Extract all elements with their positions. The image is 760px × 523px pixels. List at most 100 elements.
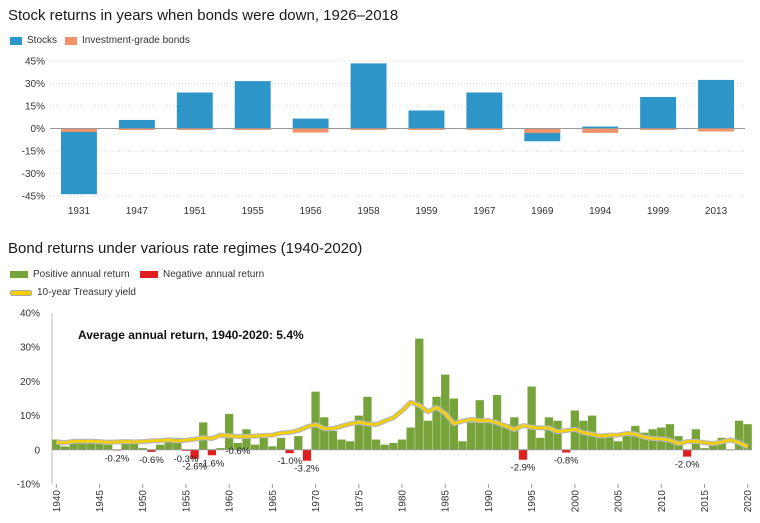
yield-swatch: [10, 289, 32, 296]
positive-return-bar: [397, 439, 407, 450]
bond-bar: [61, 128, 97, 132]
positive-return-bar: [622, 434, 631, 450]
positive-return-bar: [337, 439, 346, 450]
positive-return-bar: [60, 446, 70, 450]
x-tick-label: 1947: [126, 206, 149, 217]
positive-return-bar: [354, 415, 363, 450]
positive-return-bar: [743, 424, 752, 450]
yield-line: [56, 400, 749, 448]
x-tick-label: 1995: [527, 490, 538, 513]
x-tick-label: 2020: [743, 490, 754, 513]
negative-return-bar: [562, 449, 571, 453]
legend-positive: Positive annual return: [33, 269, 130, 280]
negative-return-label: -1.0%: [277, 456, 302, 467]
positive-return-bar: [631, 425, 640, 450]
x-tick-label: 1951: [184, 206, 207, 217]
y-tick-label: 0: [34, 445, 40, 456]
stock-bar: [698, 79, 734, 129]
bond-bar: [176, 128, 213, 130]
stock-bar: [176, 92, 213, 129]
negative-swatch: [140, 271, 158, 278]
bond-bar: [292, 128, 329, 133]
positive-return-bar: [225, 413, 234, 450]
y-tick-label: -10%: [17, 480, 40, 491]
negative-return-label: -0.3%: [174, 454, 199, 465]
positive-return-bar: [700, 448, 709, 450]
positive-return-bar: [734, 420, 744, 450]
bond-bar: [408, 128, 445, 130]
positive-return-bar: [475, 400, 484, 450]
negative-return-label: -3.2%: [295, 464, 320, 475]
positive-return-bar: [605, 434, 614, 450]
bond-bar: [118, 128, 155, 130]
negative-return-label: -0.6%: [139, 455, 164, 466]
stock-bar: [582, 126, 619, 129]
x-tick-label: 2013: [705, 206, 728, 217]
x-tick-label: 1950: [138, 490, 149, 513]
negative-return-bar: [181, 449, 191, 451]
positive-return-bar: [406, 427, 415, 450]
negative-return-label: -1.6%: [199, 458, 224, 469]
positive-return-bar: [242, 429, 251, 450]
positive-return-bar: [510, 417, 519, 450]
positive-return-bar: [155, 444, 165, 450]
negative-return-label: -0.8%: [554, 456, 579, 467]
positive-return-bar: [544, 417, 554, 450]
x-tick-label: 1959: [415, 206, 438, 217]
positive-return-bar: [371, 439, 381, 450]
chart2-legend-positive: Positive annual return: [10, 269, 130, 280]
negative-return-bar: [302, 449, 312, 461]
chart1-legend: Stocks Investment-grade bonds: [10, 35, 190, 46]
stock-returns-chart: 45% 30% 15% 0% -15% -30% -45% 1931 1947 1951 1955 1…: [22, 57, 745, 217]
bond-bar: [350, 128, 387, 130]
stock-bar: [61, 128, 97, 195]
y-tick-label: 10%: [20, 411, 40, 422]
negative-return-bar: [190, 449, 199, 459]
negative-return-label: -2.9%: [511, 463, 536, 474]
positive-return-bar: [415, 338, 424, 450]
stock-bar: [292, 118, 329, 129]
chart1-title: Stock returns in years when bonds were d…: [8, 7, 399, 24]
positive-return-bar: [233, 442, 242, 450]
positive-return-bar: [527, 386, 536, 450]
positive-return-bar: [484, 419, 493, 450]
positive-return-bar: [458, 441, 467, 450]
x-tick-label: 1967: [473, 206, 496, 217]
positive-return-bar: [173, 437, 182, 450]
positive-return-bar: [665, 424, 675, 450]
x-tick-label: 1956: [300, 206, 323, 217]
x-tick-label: 1970: [311, 490, 322, 513]
x-tick-label: 1945: [95, 490, 106, 513]
positive-return-bar: [294, 436, 303, 450]
positive-return-bar: [639, 432, 649, 450]
positive-return-bar: [121, 441, 130, 450]
negative-return-bar: [683, 449, 692, 457]
negative-return-bar: [518, 449, 528, 460]
chart2-legend-negative: Negative annual return: [140, 269, 264, 280]
stock-bar: [350, 63, 387, 129]
stock-bar: [408, 110, 445, 129]
x-tick-label: 1999: [647, 206, 670, 217]
positive-return-bar: [320, 417, 329, 450]
y-tick-label: -15%: [22, 147, 45, 158]
bonds-swatch: [65, 36, 78, 45]
positive-return-bar: [432, 396, 441, 450]
positive-return-bar: [579, 420, 588, 450]
y-tick-label: -30%: [22, 169, 45, 180]
x-tick-label: 1994: [589, 206, 612, 217]
positive-return-bar: [78, 441, 87, 450]
positive-return-bar: [95, 441, 104, 450]
positive-return-bar: [380, 444, 389, 450]
bond-bar: [524, 128, 561, 133]
positive-return-bar: [596, 436, 605, 450]
x-tick-label: 1931: [68, 206, 91, 217]
negative-return-bar: [285, 449, 294, 454]
positive-return-bar: [553, 420, 562, 450]
positive-return-bar: [104, 444, 113, 450]
y-tick-label: 45%: [25, 57, 45, 68]
legend-yield: 10-year Treasury yield: [37, 287, 136, 298]
positive-return-bar: [346, 441, 355, 450]
positive-return-bar: [328, 430, 338, 450]
stock-bar: [466, 92, 503, 129]
